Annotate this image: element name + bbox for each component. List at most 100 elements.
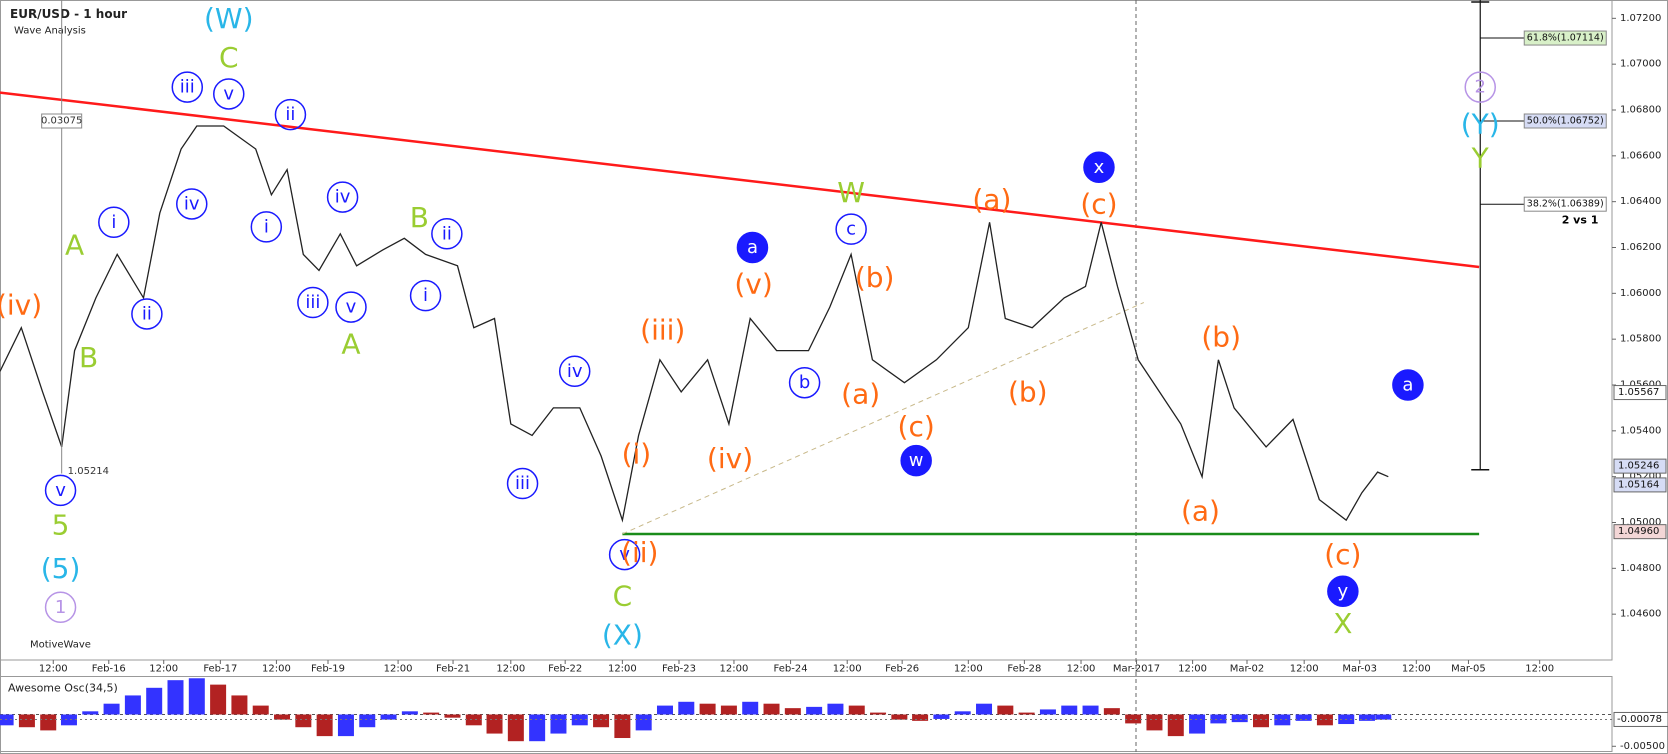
price-tag-label: 1.05164 [1618,479,1659,490]
x-tick-label: Mar-02 [1230,664,1265,675]
wave-circle [608,538,641,571]
osc-bar [103,703,120,715]
x-tick-label: Mar-2017 [1113,664,1160,675]
fib-label-box [1523,30,1607,46]
osc-bar [593,714,610,728]
wave-circle [98,206,130,239]
osc-bar [337,714,354,737]
wave-label: c [846,219,856,240]
wave-label: (c) [1080,187,1117,220]
wave-label: 5 [52,508,70,541]
wave-circle [326,181,359,213]
y-tick-label: 1.05000 [1620,517,1661,528]
osc-bar [316,714,333,737]
osc-bar [976,703,993,715]
osc-bar [252,705,269,715]
osc-bar [146,687,163,715]
osc-bar [635,714,652,731]
osc-bar [1375,714,1392,720]
osc-bar [1231,714,1248,723]
osc-bar [678,701,695,715]
wave-circle [788,366,821,399]
wave-label: (W) [204,2,254,35]
osc-bar [1167,714,1184,737]
osc-bar [614,714,631,739]
osc-bar [912,714,929,721]
x-tick-label: Feb-23 [662,664,696,675]
osc-bar [699,703,716,715]
osc-bar [210,684,227,715]
osc-bar [380,714,397,720]
y-tick-label: 1.05400 [1620,425,1661,436]
wave-circle [250,211,283,243]
y-tick-label: 1.05600 [1620,380,1661,391]
wave-label: (iii) [640,314,685,347]
osc-bar [827,703,844,715]
osc-bar [167,680,184,715]
wave-label: C [219,41,239,74]
wave-circle [176,188,208,220]
wave-circle [1327,575,1359,607]
wave-label: y [1338,581,1349,602]
x-tick-label: 12:00 [608,664,637,675]
wave-label: a [747,237,758,258]
osc-bar [40,714,57,731]
x-tick-label: Mar-05 [1451,664,1486,675]
osc-bar [486,714,503,734]
osc-bar [997,705,1014,715]
measure-low: 1.05214 [68,466,109,477]
fib-label-box [1523,113,1607,129]
value-tag [1613,711,1668,727]
osc-bar [1253,714,1270,728]
x-tick-label: Feb-16 [92,664,126,675]
price-line [0,125,1389,523]
osc-bar [763,703,780,715]
osc-bar [848,705,865,715]
osc-bar [742,701,759,715]
osc-bar [465,714,482,726]
x-tick-label: Feb-22 [548,664,582,675]
wave-label: iv [184,193,200,214]
x-tick-label: 12:00 [954,664,983,675]
osc-bar [444,714,461,718]
osc-bar [1103,708,1120,715]
fib-label-box [1523,196,1607,212]
value-tag-label: -0.00078 [1617,714,1662,725]
wave-label: (iv) [707,442,753,475]
wave-circle [1392,369,1424,401]
x-tick-label: Feb-26 [885,664,919,675]
osc-bar [1274,714,1291,726]
osc-bar [124,695,141,715]
wave-label: (c) [898,410,935,443]
wave-label: (a) [972,183,1011,216]
x-tick-label: Feb-28 [1007,664,1041,675]
y-tick-label: 1.06800 [1620,105,1661,116]
wave-label: iii [305,292,320,313]
wave-circle [213,78,245,110]
price-tag-label: 1.04960 [1618,526,1659,537]
osc-bar [933,714,950,719]
osc-bar [82,711,99,715]
osc-bar [1189,714,1206,734]
measure-box [41,113,83,129]
main-plot-border [0,0,1613,661]
osc-title: Awesome Osc(34,5) [8,682,118,695]
osc-bar [423,712,440,715]
y-tick-label: 1.06000 [1620,288,1661,299]
fib-label: 38.2%(1.06389) [1527,199,1604,210]
wave-circle [274,98,307,131]
price-tag [1613,458,1667,474]
x-tick-label: 12:00 [384,664,413,675]
osc-bar [188,678,205,715]
y-tick-label: 1.07200 [1620,13,1661,24]
wave-label: (b) [1008,375,1048,408]
wave-label: v [346,297,357,318]
fib-label: 50.0%(1.06752) [1527,116,1604,127]
osc-bar [1146,714,1163,731]
wave-label: ii [442,223,452,244]
y-tick-label: 1.04600 [1620,609,1661,620]
wave-label: B [410,201,429,234]
wave-circle [506,467,539,500]
wave-circle [1083,151,1115,184]
